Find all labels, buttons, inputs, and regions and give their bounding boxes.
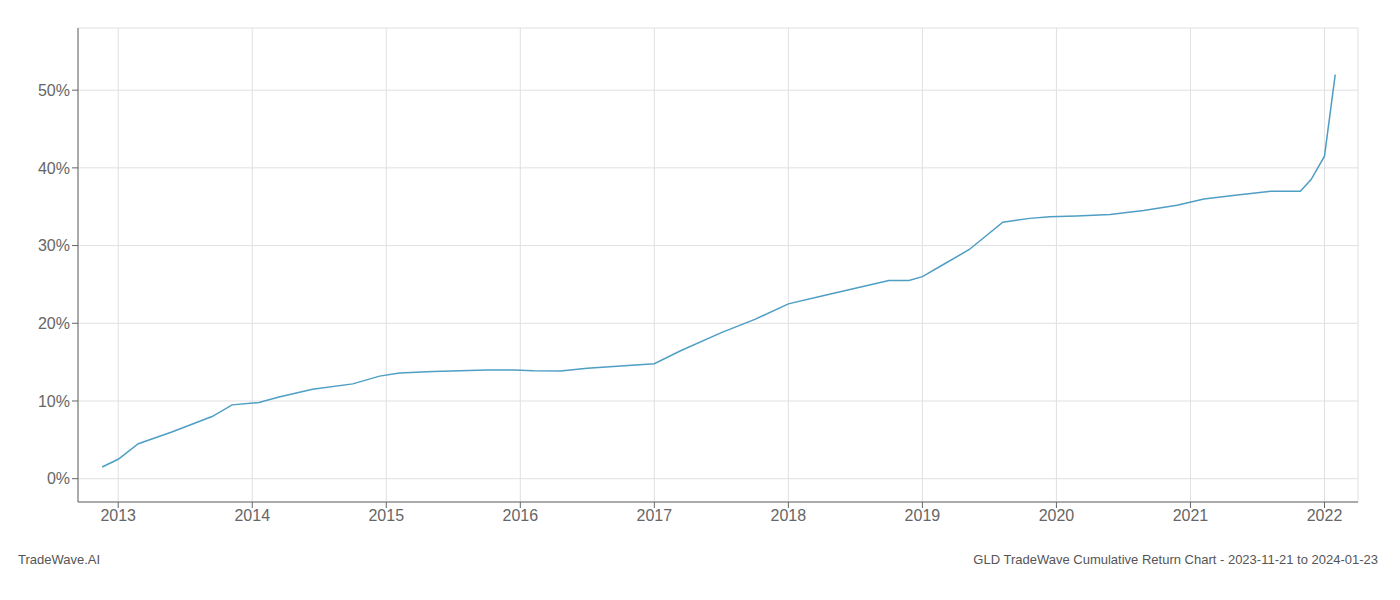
svg-text:30%: 30% (38, 237, 70, 254)
html-text:GLD TradeWave Cumulative Retur: GLD TradeWave Cumulative Return Chart - … (973, 552, 1378, 567)
svg-text:2021: 2021 (1173, 507, 1209, 524)
svg-text:40%: 40% (38, 160, 70, 177)
svg-text:2015: 2015 (368, 507, 404, 524)
svg-text:2022: 2022 (1307, 507, 1343, 524)
svg-text:2014: 2014 (234, 507, 270, 524)
svg-text:20%: 20% (38, 315, 70, 332)
svg-text:50%: 50% (38, 82, 70, 99)
svg-text:2020: 2020 (1039, 507, 1075, 524)
svg-text:2018: 2018 (771, 507, 807, 524)
svg-text:10%: 10% (38, 393, 70, 410)
svg-text:2017: 2017 (637, 507, 673, 524)
svg-text:2016: 2016 (503, 507, 539, 524)
svg-text:0%: 0% (47, 470, 70, 487)
svg-text:2019: 2019 (905, 507, 941, 524)
svg-text:2013: 2013 (100, 507, 136, 524)
html-text:TradeWave.AI: TradeWave.AI (18, 552, 101, 567)
